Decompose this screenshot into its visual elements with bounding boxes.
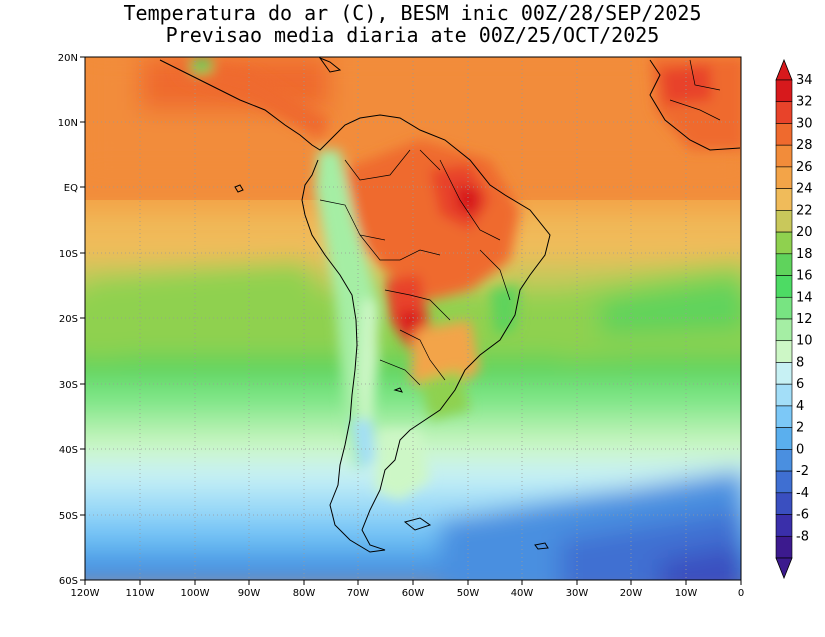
lat-label: 20N — [58, 53, 78, 64]
colorbar-label: -2 — [796, 464, 809, 479]
colorbar-swatch — [775, 296, 793, 320]
colorbar-label: 26 — [796, 160, 813, 175]
lon-label: 30W — [566, 588, 589, 599]
colorbar-swatch — [775, 492, 793, 515]
lon-label: 90W — [238, 588, 261, 599]
colorbar-label: 30 — [796, 116, 813, 131]
colorbar-label: 10 — [796, 334, 813, 349]
lat-label: 60S — [59, 576, 78, 587]
colorbar-swatch — [775, 427, 793, 450]
country-borders — [319, 59, 721, 386]
colorbar-label: 14 — [796, 290, 813, 305]
colorbar-label: 32 — [796, 95, 813, 110]
lat-label: 50S — [59, 511, 78, 522]
graticule — [85, 57, 741, 580]
colorbar-arrow-max — [775, 58, 793, 81]
colorbar-swatch — [775, 188, 793, 211]
lon-label: 10W — [675, 588, 698, 599]
colorbar-label: 2 — [796, 421, 804, 436]
colorbar-swatch — [775, 253, 793, 276]
lon-label: 100W — [181, 588, 210, 599]
lat-label: 10N — [58, 118, 78, 129]
lon-label: 80W — [293, 588, 316, 599]
temperature-field — [85, 57, 741, 580]
colorbar-label: -4 — [796, 486, 809, 501]
lat-label: 30S — [59, 380, 78, 391]
lon-label: 120W — [71, 588, 100, 599]
longitude-labels: 120W 110W 100W 90W 80W 70W 60W 50W 40W 3… — [71, 588, 745, 599]
colorbar-swatch — [775, 405, 793, 428]
lat-label: 20S — [59, 314, 78, 325]
colorbar-label: 8 — [796, 355, 804, 370]
colorbar-label: 22 — [796, 203, 813, 218]
colorbar-swatch — [775, 79, 793, 103]
colorbar-swatch — [775, 449, 793, 472]
lon-label: 40W — [511, 588, 534, 599]
colorbar-label: 24 — [796, 182, 813, 197]
colorbar-label: 16 — [796, 269, 813, 284]
colorbar-swatch — [775, 514, 793, 537]
colorbar-label: -8 — [796, 529, 809, 544]
lat-label: EQ — [64, 183, 78, 194]
colorbar-swatch — [775, 231, 793, 255]
lon-label: 20W — [620, 588, 643, 599]
latitude-labels: 20N 10N EQ 10S 20S 30S 40S 50S 60S — [58, 53, 78, 587]
colorbar-swatch — [775, 275, 793, 298]
colorbar-swatch — [775, 340, 793, 363]
lon-label: 70W — [347, 588, 370, 599]
lon-label: 60W — [402, 588, 425, 599]
map-title-line-2: Previsao media diaria ate 00Z/25/OCT/202… — [165, 23, 660, 47]
colorbar-swatch — [775, 362, 793, 385]
colorbar-label: 12 — [796, 312, 813, 327]
axis-ticks — [80, 56, 742, 585]
colorbar-swatch — [775, 123, 793, 146]
colorbar-label: 4 — [796, 399, 804, 414]
colorbar-swatch — [775, 166, 793, 189]
lon-label: 110W — [126, 588, 155, 599]
coastlines — [159, 57, 741, 553]
colorbar-label: -6 — [796, 508, 809, 523]
colorbar-arrow-min — [775, 557, 793, 580]
colorbar-swatch — [775, 144, 793, 168]
colorbar-label: 34 — [796, 73, 813, 88]
colorbar-swatch — [775, 535, 793, 559]
lat-label: 10S — [59, 249, 78, 260]
map-title-line-1: Temperatura do ar (C), BESM inic 00Z/28/… — [123, 1, 702, 25]
colorbar-swatch — [775, 101, 793, 124]
lon-label: 0 — [738, 588, 744, 599]
lon-label: 50W — [457, 588, 480, 599]
colorbar-label: 18 — [796, 247, 813, 262]
colorbar-label: 6 — [796, 377, 804, 392]
colorbar-swatch — [775, 210, 793, 233]
colorbar-label: 28 — [796, 138, 813, 153]
colorbar-swatch — [775, 318, 793, 342]
colorbar-swatch — [775, 383, 793, 407]
colorbar-label: 0 — [796, 442, 804, 457]
colorbar-swatch — [775, 470, 793, 494]
lat-label: 40S — [59, 445, 78, 456]
colorbar-label: 20 — [796, 225, 813, 240]
